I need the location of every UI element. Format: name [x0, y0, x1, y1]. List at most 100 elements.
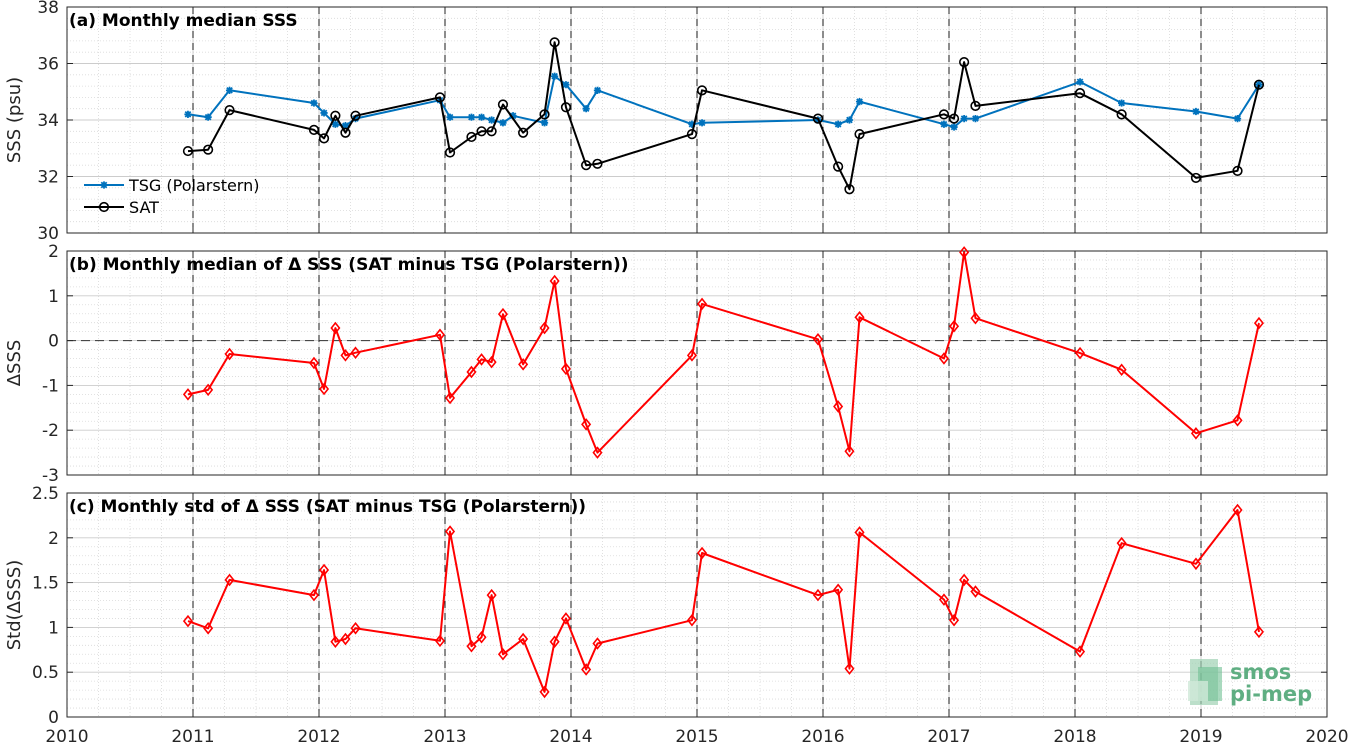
data-point [509, 112, 517, 120]
data-point [1190, 427, 1201, 440]
data-point [970, 585, 981, 598]
panel-title: (b) Monthly median of Δ SSS (SAT minus T… [69, 255, 629, 275]
x-tick-label: 2018 [1053, 727, 1096, 745]
data-point [560, 362, 571, 376]
logo-line1: smos [1230, 660, 1291, 684]
y-tick-label: 0.5 [32, 663, 59, 683]
data-point [341, 122, 350, 130]
y-tick-label: 1 [48, 618, 59, 638]
panel-title: (a) Monthly median SSS [69, 11, 298, 31]
data-point [1075, 346, 1086, 360]
y-tick-label: 2.5 [32, 484, 59, 504]
data-point [938, 593, 949, 606]
data-point [581, 160, 592, 171]
data-point [350, 110, 361, 121]
data-point [1255, 81, 1263, 89]
data-point [497, 307, 508, 321]
data-point [833, 161, 844, 172]
data-point [854, 129, 865, 140]
data-point [224, 347, 235, 361]
y-tick-label: 0 [48, 708, 59, 728]
data-point [1075, 645, 1086, 658]
data-point [203, 383, 214, 397]
data-point [1253, 316, 1264, 330]
x-tick-label: 2010 [45, 727, 88, 745]
data-point [1076, 78, 1084, 86]
data-point [592, 446, 603, 459]
data-point [696, 85, 708, 96]
data-point [812, 113, 824, 124]
data-point [948, 113, 960, 124]
data-point [854, 311, 865, 324]
data-point [592, 637, 603, 650]
data-point [581, 418, 592, 431]
y-tick-label: 38 [37, 0, 59, 18]
data-point [854, 526, 865, 539]
x-axis-tick-labels: 2010 2011 2012 2013 2014 2015 2016 2017 2018 2019… [45, 727, 1348, 745]
data-point [960, 114, 968, 123]
data-point [938, 352, 949, 365]
data-point [182, 388, 193, 401]
data-point [949, 613, 960, 627]
data-point [959, 56, 970, 68]
y-tick-label: 2 [48, 529, 59, 549]
y-tick-label: 36 [37, 55, 59, 75]
data-point [499, 119, 507, 127]
y-axis-label: SSS (psu) [4, 77, 25, 163]
data-point [476, 630, 487, 644]
data-point [486, 126, 497, 137]
data-point [340, 127, 351, 138]
data-point [204, 113, 212, 121]
x-tick-label: 2011 [171, 727, 214, 745]
data-point [476, 126, 487, 137]
y-tick-label: 1 [48, 287, 59, 307]
data-point [698, 119, 706, 127]
data-point [1116, 536, 1127, 550]
data-point [518, 632, 529, 646]
data-point [834, 120, 842, 128]
data-point [518, 127, 529, 138]
panel-title: (c) Monthly std of Δ SSS (SAT minus TSG … [69, 497, 586, 517]
data-point [539, 321, 550, 335]
panel-c: 0 0.5 1 1.5 2 2.5 Std(ΔSSS) (c) Monthly std of … [4, 484, 1328, 728]
data-point [351, 114, 360, 123]
data-point [582, 105, 590, 113]
data-point [549, 635, 560, 649]
panel-a: 30 32 34 36 38 SSS (psu) (a) Monthly median SS… [4, 0, 1328, 244]
data-point [203, 622, 214, 635]
data-point [1192, 107, 1200, 116]
data-point [970, 100, 981, 111]
data-point [549, 37, 560, 48]
smos-pi-mep-logo: smos pi-mep [1188, 659, 1312, 706]
data-point [855, 98, 864, 106]
data-point [1190, 172, 1202, 184]
data-point [940, 120, 948, 128]
data-point [444, 147, 456, 158]
data-point [971, 114, 980, 123]
data-point [445, 391, 456, 405]
data-point [551, 72, 559, 80]
data-point [1253, 79, 1265, 90]
data-point [844, 662, 855, 675]
data-point [319, 382, 330, 396]
data-point [549, 274, 560, 288]
data-point [540, 119, 549, 127]
x-tick-label: 2014 [549, 727, 592, 745]
data-point [331, 120, 339, 128]
data-point [812, 588, 823, 602]
data-point [350, 622, 361, 635]
x-tick-label: 2013 [423, 727, 466, 745]
data-point [1232, 165, 1243, 176]
data-point [1116, 109, 1127, 120]
data-point [697, 546, 708, 560]
data-point [350, 346, 361, 359]
data-point [1253, 625, 1264, 639]
data-point [497, 99, 509, 110]
data-point [562, 81, 570, 89]
y-axis-label: Std(ΔSSS) [4, 560, 25, 651]
data-point [224, 573, 235, 587]
x-tick-label: 2016 [801, 727, 844, 745]
data-point [518, 358, 529, 371]
data-point [445, 525, 456, 538]
